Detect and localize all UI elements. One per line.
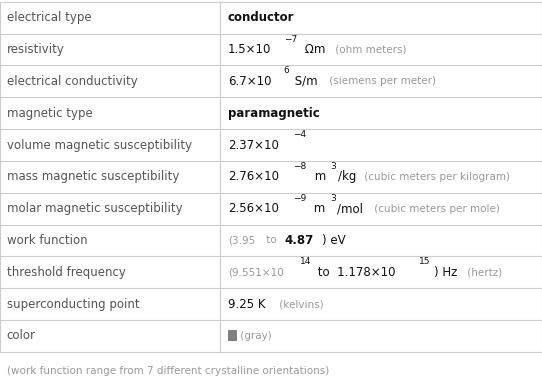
Text: to  1.178×10: to 1.178×10	[314, 266, 396, 279]
Text: S/m: S/m	[291, 75, 318, 88]
Text: 14: 14	[300, 257, 311, 266]
Text: (hertz): (hertz)	[464, 267, 502, 277]
Text: to: to	[263, 235, 280, 246]
Text: −7: −7	[283, 34, 297, 44]
Text: 15: 15	[420, 257, 431, 266]
Text: work function: work function	[7, 234, 87, 247]
Text: 3: 3	[330, 194, 336, 203]
Text: threshold frequency: threshold frequency	[7, 266, 125, 279]
Text: (kelvins): (kelvins)	[276, 299, 324, 309]
Text: 2.76×10: 2.76×10	[228, 170, 279, 183]
Text: 9.25 K: 9.25 K	[228, 298, 265, 310]
Text: (cubic meters per mole): (cubic meters per mole)	[371, 204, 500, 214]
Text: /kg: /kg	[338, 170, 356, 183]
Text: electrical conductivity: electrical conductivity	[7, 75, 137, 88]
Text: 2.37×10: 2.37×10	[228, 138, 279, 152]
Text: −8: −8	[293, 162, 307, 171]
Text: mass magnetic susceptibility: mass magnetic susceptibility	[7, 170, 179, 183]
Text: 1.5×10: 1.5×10	[228, 43, 271, 56]
Text: (siemens per meter): (siemens per meter)	[326, 77, 436, 86]
Text: 2.56×10: 2.56×10	[228, 202, 279, 215]
Text: (work function range from 7 different crystalline orientations): (work function range from 7 different cr…	[7, 366, 329, 376]
Text: −9: −9	[293, 194, 307, 203]
Text: ) Hz: ) Hz	[434, 266, 457, 279]
Text: molar magnetic susceptibility: molar magnetic susceptibility	[7, 202, 182, 215]
Text: 6: 6	[284, 66, 289, 75]
Text: conductor: conductor	[228, 11, 294, 24]
Bar	[228, 330, 237, 341]
Text: magnetic type: magnetic type	[7, 107, 92, 120]
Text: −4: −4	[293, 130, 306, 139]
Text: electrical type: electrical type	[7, 11, 91, 24]
Text: paramagnetic: paramagnetic	[228, 107, 319, 120]
Text: 3: 3	[330, 162, 336, 171]
Text: (9.551×10: (9.551×10	[228, 267, 283, 277]
Text: 6.7×10: 6.7×10	[228, 75, 271, 88]
Text: Ωm: Ωm	[301, 43, 325, 56]
Text: ) eV: ) eV	[322, 234, 346, 247]
Text: m: m	[311, 170, 326, 183]
Text: (ohm meters): (ohm meters)	[332, 45, 406, 55]
Text: color: color	[7, 329, 36, 342]
Text: volume magnetic susceptibility: volume magnetic susceptibility	[7, 138, 192, 152]
Text: resistivity: resistivity	[7, 43, 64, 56]
Text: (gray): (gray)	[237, 331, 272, 341]
Text: (cubic meters per kilogram): (cubic meters per kilogram)	[362, 172, 511, 182]
Text: superconducting point: superconducting point	[7, 298, 139, 310]
Text: m: m	[311, 202, 326, 215]
Text: 4.87: 4.87	[285, 234, 314, 247]
Text: (3.95: (3.95	[228, 235, 255, 246]
Text: /mol: /mol	[338, 202, 364, 215]
